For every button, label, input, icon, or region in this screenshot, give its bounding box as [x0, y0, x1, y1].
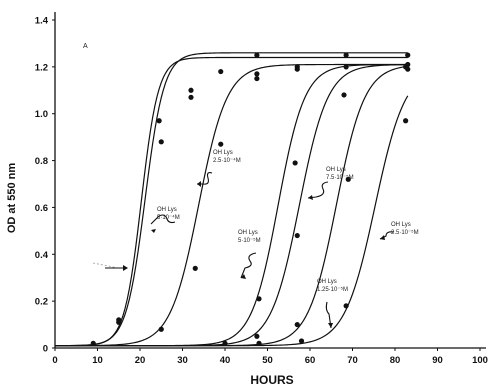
y-tick-label-6: 1.2 — [35, 62, 48, 73]
series-3-point-3 — [218, 141, 224, 147]
series-7-point-1 — [256, 340, 262, 346]
series-5-point-4 — [405, 61, 411, 68]
series-2-curve — [54, 52, 408, 347]
series-2-point-3 — [188, 94, 194, 100]
series-3-point-5 — [294, 66, 300, 72]
annotation-1-line-1: OH Lys — [213, 150, 233, 156]
x-tick-label-8: 80 — [390, 355, 401, 366]
series-2-point-1 — [116, 317, 122, 323]
series-4-point-1 — [222, 340, 228, 346]
x-tick-label-0: 0 — [52, 355, 57, 366]
leftmost-arrowhead — [123, 265, 128, 271]
x-tick-label-9: 90 — [432, 355, 443, 366]
x-axis-title: HOURS — [250, 373, 293, 387]
series-7-point-4 — [403, 118, 409, 124]
annotation-4-arrowhead — [308, 195, 313, 200]
y-tick-label-2: 0.4 — [35, 250, 49, 261]
series-4-point-4 — [341, 92, 347, 98]
y-tick-label-0: 0 — [43, 344, 48, 355]
annotation-5-line-2: 1.25·10⁻⁵M — [317, 286, 348, 293]
series-4-curve — [55, 63, 408, 347]
annotation-2-arrowhead — [151, 229, 156, 233]
annotation-1-arrowhead — [197, 181, 201, 187]
series-1-point-4 — [188, 87, 194, 93]
x-tick-label-6: 60 — [305, 355, 316, 366]
series-3-point-2 — [192, 265, 198, 271]
series-2-point-2 — [158, 139, 164, 145]
series-4-point-2 — [256, 296, 262, 302]
annotation-3-arrowhead — [241, 274, 246, 279]
y-tick-label-7: 1.4 — [35, 16, 49, 27]
annotation-6-arrowhead — [380, 235, 385, 240]
annotation-2-line-1: OH Lys — [157, 207, 177, 213]
series-7-point-3 — [343, 303, 349, 309]
series-7-point-2 — [298, 338, 305, 344]
series-6-curve — [55, 65, 408, 347]
annotation-3-line-2: 5·10⁻⁵M — [238, 237, 261, 244]
annotation-3-line-1: OH Lys — [238, 230, 258, 236]
series-7-curve — [55, 95, 409, 347]
y-tick-label-5: 1.0 — [35, 109, 48, 120]
series-1-curve — [54, 56, 408, 347]
annotation-5-arrowhead — [328, 323, 333, 328]
x-tick-label-4: 40 — [220, 355, 231, 366]
x-tick-label-2: 20 — [135, 355, 146, 366]
series-6-point-2 — [345, 176, 351, 182]
annotation-2-line-2: 5·10⁻⁴M — [157, 214, 180, 221]
series-6-point-3 — [405, 66, 411, 72]
x-tick-label-1: 10 — [92, 355, 103, 366]
series-5-point-2 — [294, 232, 300, 239]
annotation-2-leader — [150, 214, 176, 225]
annotation-4-line-1: OH Lys — [326, 167, 346, 173]
annotation-4-leader — [307, 181, 329, 199]
y-tick-label-1: 0.2 — [35, 297, 48, 308]
series-5-curve — [55, 64, 408, 347]
y-tick-label-3: 0.6 — [35, 203, 48, 214]
annotation-4-line-2: 7.5·10⁻⁵M — [326, 174, 354, 181]
series-1-point-5 — [254, 71, 260, 77]
series-5-point-3 — [343, 64, 349, 70]
series-5-point-1 — [254, 333, 260, 339]
series-2-point-7 — [343, 52, 349, 58]
annotation-6-leader — [379, 231, 395, 240]
annotation-5-leader — [325, 301, 332, 329]
annotation-6-line-1: OH Lys — [391, 222, 411, 228]
series-2-point-4 — [218, 68, 224, 75]
panel-label: A — [83, 43, 88, 50]
series-6-point-1 — [294, 321, 300, 328]
x-tick-label-5: 50 — [262, 355, 273, 366]
series-1-point-1 — [90, 340, 96, 346]
x-tick-label-7: 70 — [347, 355, 358, 366]
series-3-point-4 — [254, 75, 260, 82]
x-tick-label-10: 100 — [472, 355, 488, 366]
annotation-6-line-2: 2.5·10⁻⁵M — [391, 229, 419, 236]
series-2-point-8 — [405, 52, 411, 58]
x-tick-label-3: 30 — [177, 355, 188, 366]
series-2-point-5 — [254, 52, 260, 58]
annotation-5-line-1: OH Lys — [317, 279, 337, 285]
series-3-point-1 — [158, 326, 164, 332]
y-tick-label-4: 0.8 — [35, 156, 48, 167]
series-3-curve — [54, 63, 408, 347]
y-axis-title: OD at 550 nm — [6, 163, 18, 234]
faint-annotation-mark — [92, 262, 119, 269]
annotation-1-leader — [197, 172, 213, 185]
series-4-point-3 — [292, 160, 298, 166]
annotation-3-leader — [240, 252, 257, 279]
annotation-1-line-2: 2.5·10⁻⁴M — [213, 157, 241, 164]
series-1-point-3 — [156, 118, 162, 124]
